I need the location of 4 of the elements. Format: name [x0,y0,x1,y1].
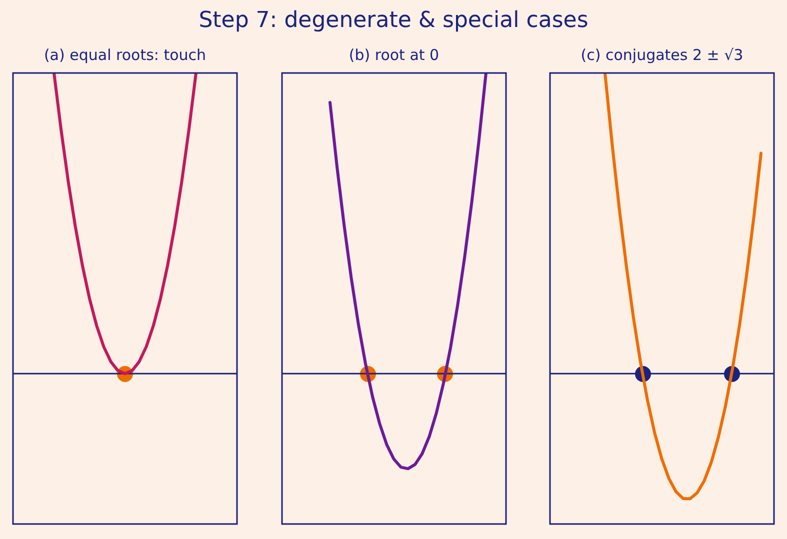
chart-title: (b) root at 0 [348,45,440,66]
text: Step 7: degenerate & special cases [198,8,590,33]
chart-title: (a) equal roots: touch [42,45,208,66]
chart-title: (c) conjugates 2 ± √3 [580,45,744,66]
